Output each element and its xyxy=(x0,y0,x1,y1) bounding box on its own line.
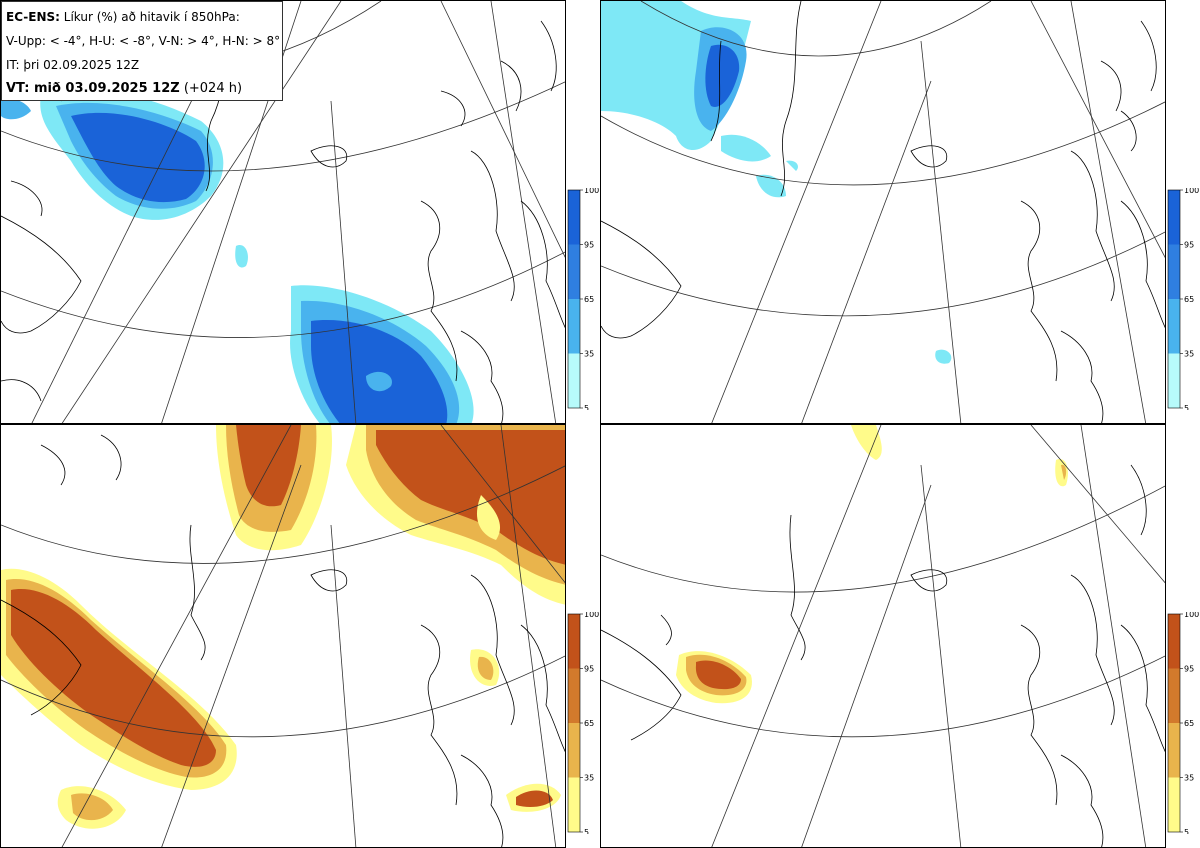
colorbar-tick-label: 65 xyxy=(1184,295,1194,304)
colorbar-tick-label: 5 xyxy=(1184,404,1189,410)
colorbar-tick-label: 5 xyxy=(1184,828,1189,834)
valid-time: VT: mið 03.09.2025 12Z xyxy=(6,81,180,96)
map-panel-v-upp: EC-ENS: Líkur (%) að hitavik í 850hPa: V… xyxy=(0,0,566,424)
colorbar-tick-label: 5 xyxy=(584,828,589,834)
colorbar-band xyxy=(1168,244,1180,299)
colorbar-band xyxy=(568,777,580,832)
colorbar-tick-label: 100 xyxy=(1184,188,1199,195)
map-panel-v-n xyxy=(0,424,566,848)
colorbar-band xyxy=(1168,668,1180,723)
colorbar-tick-label: 95 xyxy=(584,665,594,674)
colorbar-tick-label: 100 xyxy=(1184,612,1199,619)
colorbar-tick-label: 95 xyxy=(584,241,594,250)
initial-time: IT: þri 02.09.2025 12Z xyxy=(6,58,140,72)
warm-probability-areas xyxy=(676,425,1068,704)
colorbar-band xyxy=(568,614,580,669)
colorbar-tick-label: 65 xyxy=(584,719,594,728)
colorbar-band xyxy=(568,668,580,723)
colorbar-orange-bottom: 100 95 65 35 5 xyxy=(566,612,606,834)
colorbar-tick-label: 65 xyxy=(584,295,594,304)
warm-probability-areas xyxy=(1,425,565,829)
colorbar-band xyxy=(568,244,580,299)
colorbar-band xyxy=(1168,190,1180,245)
map-v-upp xyxy=(1,1,565,423)
thresholds: V-Upp: < -4°, H-U: < -8°, V-N: > 4°, H-N… xyxy=(6,34,281,48)
description: Líkur (%) að hitavik í 850hPa: xyxy=(59,10,240,24)
graticule xyxy=(601,425,1165,847)
colorbar-band xyxy=(568,299,580,354)
cold-probability-areas xyxy=(601,1,952,364)
colorbar-tick-label: 35 xyxy=(584,774,594,783)
colorbar-band xyxy=(1168,614,1180,669)
map-h-n xyxy=(601,425,1165,847)
valid-time-line: VT: mið 03.09.2025 12Z (+024 h) xyxy=(6,77,278,101)
map-v-n xyxy=(1,425,565,847)
colorbar-tick-label: 35 xyxy=(1184,774,1194,783)
lead-time: (+024 h) xyxy=(179,81,243,96)
colorbar-tick-label: 65 xyxy=(1184,719,1194,728)
graticule xyxy=(601,1,1165,423)
colorbar-band xyxy=(1168,353,1180,408)
colorbar-tick-label: 100 xyxy=(584,188,599,195)
coastlines xyxy=(601,1,1165,423)
graticule xyxy=(1,1,565,423)
colorbar-blue-top: 100 95 65 35 5 xyxy=(566,188,606,410)
colorbar-tick-label: 35 xyxy=(584,350,594,359)
colorbar-tick-label: 95 xyxy=(1184,241,1194,250)
model-name: EC-ENS: xyxy=(6,10,60,24)
colorbar-band xyxy=(1168,723,1180,778)
colorbar-band xyxy=(1168,777,1180,832)
graticule xyxy=(1,425,565,847)
coastlines xyxy=(601,464,1165,847)
colorbar-tick-label: 95 xyxy=(1184,665,1194,674)
info-box: EC-ENS: Líkur (%) að hitavik í 850hPa: V… xyxy=(1,1,283,101)
colorbar-band xyxy=(568,353,580,408)
colorbar-tick-label: 5 xyxy=(584,404,589,410)
map-panel-h-n xyxy=(600,424,1166,848)
colorbar-blue-topright: 100 95 65 35 5 xyxy=(1166,188,1200,410)
map-panel-h-u xyxy=(600,0,1166,424)
coastlines xyxy=(1,434,565,847)
colorbar-tick-label: 100 xyxy=(584,612,599,619)
colorbar-tick-label: 35 xyxy=(1184,350,1194,359)
colorbar-band xyxy=(1168,299,1180,354)
cold-probability-areas xyxy=(1,90,474,423)
colorbar-band xyxy=(568,190,580,245)
colorbar-band xyxy=(568,723,580,778)
colorbar-orange-bottomright: 100 95 65 35 5 xyxy=(1166,612,1200,834)
map-h-u xyxy=(601,1,1165,423)
title-line: EC-ENS: Líkur (%) að hitavik í 850hPa: xyxy=(6,5,278,29)
